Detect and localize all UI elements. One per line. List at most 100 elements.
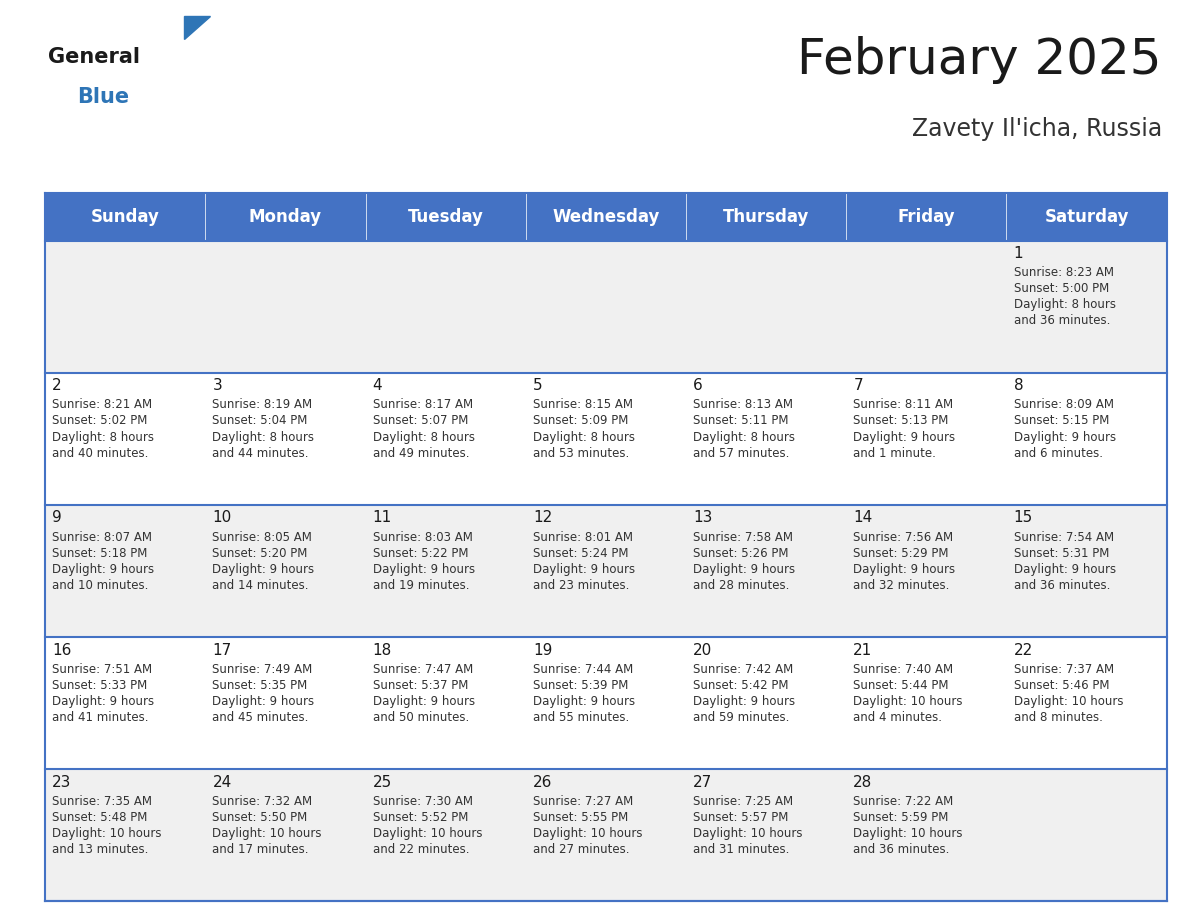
Text: 3: 3 [213,378,222,393]
Text: Sunset: 5:39 PM: Sunset: 5:39 PM [533,679,628,692]
Text: Sunrise: 8:23 AM: Sunrise: 8:23 AM [1013,266,1113,279]
Text: and 14 minutes.: and 14 minutes. [213,578,309,592]
Text: Sunset: 5:35 PM: Sunset: 5:35 PM [213,679,308,692]
Text: 24: 24 [213,775,232,789]
Text: and 53 minutes.: and 53 minutes. [533,446,630,460]
Text: Daylight: 8 hours: Daylight: 8 hours [52,431,154,443]
Text: Daylight: 9 hours: Daylight: 9 hours [213,695,315,708]
Bar [366,193,526,241]
Bar [45,373,206,505]
Text: Sunset: 5:52 PM: Sunset: 5:52 PM [373,812,468,824]
Text: 11: 11 [373,510,392,525]
Text: 25: 25 [373,775,392,789]
Bar [1006,637,1167,769]
Text: Sunset: 5:07 PM: Sunset: 5:07 PM [373,415,468,428]
Text: and 41 minutes.: and 41 minutes. [52,711,148,724]
Bar [846,373,1006,505]
Text: Zavety Il'icha, Russia: Zavety Il'icha, Russia [911,117,1162,140]
Bar [685,769,846,901]
Text: and 44 minutes.: and 44 minutes. [213,446,309,460]
Text: Sunset: 5:00 PM: Sunset: 5:00 PM [1013,282,1108,296]
Bar [45,505,206,637]
Bar [526,637,685,769]
Text: Daylight: 9 hours: Daylight: 9 hours [373,695,475,708]
Text: Sunset: 5:33 PM: Sunset: 5:33 PM [52,679,147,692]
Text: Sunset: 5:55 PM: Sunset: 5:55 PM [533,812,628,824]
Text: Daylight: 9 hours: Daylight: 9 hours [1013,431,1116,443]
Text: Sunrise: 8:03 AM: Sunrise: 8:03 AM [373,531,473,543]
Text: and 55 minutes.: and 55 minutes. [533,711,630,724]
Text: Daylight: 9 hours: Daylight: 9 hours [533,695,636,708]
Text: Sunset: 5:20 PM: Sunset: 5:20 PM [213,547,308,560]
Text: Sunrise: 8:17 AM: Sunrise: 8:17 AM [373,398,473,411]
Bar [685,241,846,373]
Text: and 36 minutes.: and 36 minutes. [853,843,949,856]
Text: Sunset: 5:09 PM: Sunset: 5:09 PM [533,415,628,428]
Text: Sunrise: 7:42 AM: Sunrise: 7:42 AM [693,663,794,676]
Text: and 23 minutes.: and 23 minutes. [533,578,630,592]
Text: 5: 5 [533,378,543,393]
Bar [685,637,846,769]
Text: and 8 minutes.: and 8 minutes. [1013,711,1102,724]
Text: Sunrise: 8:05 AM: Sunrise: 8:05 AM [213,531,312,543]
Bar [366,241,526,373]
Bar [45,193,206,241]
Text: 7: 7 [853,378,862,393]
Text: Daylight: 9 hours: Daylight: 9 hours [533,563,636,576]
Text: Sunrise: 7:44 AM: Sunrise: 7:44 AM [533,663,633,676]
Text: Sunset: 5:29 PM: Sunset: 5:29 PM [853,547,949,560]
Text: 8: 8 [1013,378,1023,393]
Bar [366,505,526,637]
Text: Sunset: 5:18 PM: Sunset: 5:18 PM [52,547,147,560]
Text: Daylight: 9 hours: Daylight: 9 hours [853,431,955,443]
Text: and 27 minutes.: and 27 minutes. [533,843,630,856]
Text: Daylight: 9 hours: Daylight: 9 hours [693,563,795,576]
Text: Daylight: 9 hours: Daylight: 9 hours [373,563,475,576]
Text: and 19 minutes.: and 19 minutes. [373,578,469,592]
Text: Sunrise: 7:30 AM: Sunrise: 7:30 AM [373,795,473,808]
Text: Daylight: 8 hours: Daylight: 8 hours [1013,298,1116,311]
Text: 22: 22 [1013,643,1032,657]
Text: Sunset: 5:22 PM: Sunset: 5:22 PM [373,547,468,560]
Text: Wednesday: Wednesday [552,207,659,226]
Text: Daylight: 10 hours: Daylight: 10 hours [693,827,803,840]
Text: Daylight: 9 hours: Daylight: 9 hours [1013,563,1116,576]
Text: 28: 28 [853,775,872,789]
Text: Saturday: Saturday [1044,207,1129,226]
Text: and 40 minutes.: and 40 minutes. [52,446,148,460]
Text: Thursday: Thursday [723,207,809,226]
Text: and 1 minute.: and 1 minute. [853,446,936,460]
Bar [526,241,685,373]
Bar [685,505,846,637]
Text: Sunrise: 7:54 AM: Sunrise: 7:54 AM [1013,531,1113,543]
Text: and 36 minutes.: and 36 minutes. [1013,578,1110,592]
Bar [206,769,366,901]
Polygon shape [184,16,210,39]
Text: and 45 minutes.: and 45 minutes. [213,711,309,724]
Bar [366,769,526,901]
Bar [846,637,1006,769]
Text: Sunrise: 7:51 AM: Sunrise: 7:51 AM [52,663,152,676]
Text: 9: 9 [52,510,62,525]
Text: 12: 12 [533,510,552,525]
Text: Daylight: 10 hours: Daylight: 10 hours [213,827,322,840]
Text: February 2025: February 2025 [797,36,1162,84]
Text: 18: 18 [373,643,392,657]
Bar [1006,505,1167,637]
Text: 27: 27 [693,775,713,789]
Text: Daylight: 8 hours: Daylight: 8 hours [373,431,475,443]
Bar [846,241,1006,373]
Bar [45,637,206,769]
Text: and 59 minutes.: and 59 minutes. [693,711,790,724]
Text: Daylight: 8 hours: Daylight: 8 hours [213,431,315,443]
Text: Daylight: 8 hours: Daylight: 8 hours [693,431,795,443]
Text: Daylight: 10 hours: Daylight: 10 hours [373,827,482,840]
Bar [45,241,206,373]
Text: Daylight: 10 hours: Daylight: 10 hours [52,827,162,840]
Text: Sunrise: 7:58 AM: Sunrise: 7:58 AM [693,531,794,543]
Bar [206,373,366,505]
Text: Sunrise: 8:11 AM: Sunrise: 8:11 AM [853,398,954,411]
Text: 15: 15 [1013,510,1032,525]
Text: Blue: Blue [77,87,129,107]
Bar [206,637,366,769]
